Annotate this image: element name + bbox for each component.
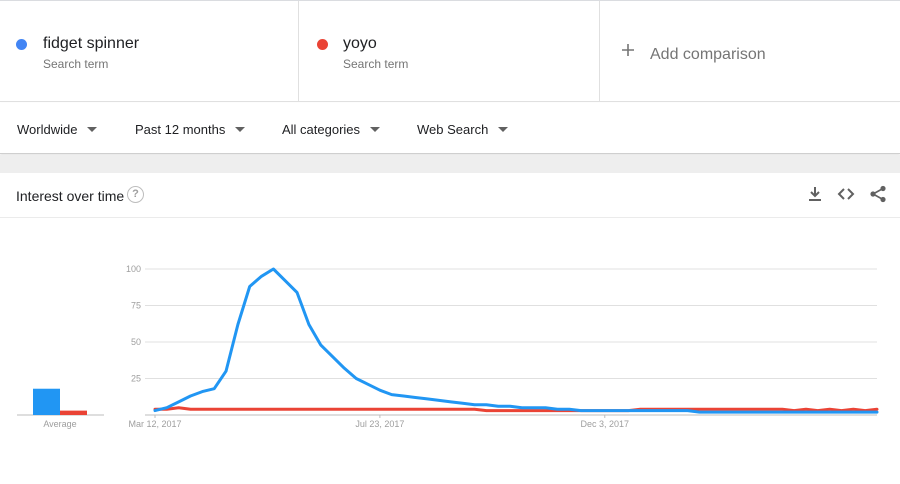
term-card-yoyo[interactable]: yoyo Search term: [299, 1, 600, 101]
term-subtitle: Search term: [343, 57, 409, 71]
term-card-fidget-spinner[interactable]: fidget spinner Search term: [0, 1, 299, 101]
add-comparison-label: Add comparison: [650, 46, 766, 63]
share-icon[interactable]: [869, 185, 887, 203]
average-bar-yoyo: [60, 410, 87, 415]
category-label: All categories: [282, 122, 361, 137]
interest-over-time-header: Interest over time ?: [0, 173, 900, 218]
series-color-dot: [317, 39, 328, 50]
help-circle-icon[interactable]: ?: [127, 186, 144, 203]
average-label: Average: [43, 419, 76, 429]
plus-icon: [622, 44, 634, 56]
time-range-dropdown[interactable]: Past 12 months: [135, 122, 246, 137]
time-range-label: Past 12 months: [135, 122, 226, 137]
region-dropdown[interactable]: Worldwide: [17, 122, 98, 137]
term-name[interactable]: fidget spinner: [43, 35, 140, 52]
term-name[interactable]: yoyo: [343, 35, 377, 52]
chevron-down-icon: [235, 127, 246, 132]
region-label: Worldwide: [17, 122, 78, 137]
chevron-down-icon: [87, 127, 98, 132]
chevron-down-icon: [498, 127, 509, 132]
embed-code-icon[interactable]: [837, 185, 855, 203]
download-icon[interactable]: [806, 185, 824, 203]
search-property-label: Web Search: [417, 122, 489, 137]
y-tick-label: 75: [131, 301, 141, 311]
chevron-down-icon: [370, 127, 381, 132]
x-tick-label: Jul 23, 2017: [355, 419, 404, 429]
add-comparison-button[interactable]: Add comparison: [600, 1, 900, 101]
x-tick-label: Dec 3, 2017: [580, 419, 629, 429]
y-tick-label: 25: [131, 374, 141, 384]
interest-over-time-chart: 100 75 50 25 Mar 12, 2017 Jul 23, 2017 Dec 3, …: [17, 264, 879, 429]
section-divider: [0, 155, 900, 173]
term-subtitle: Search term: [43, 57, 109, 71]
category-dropdown[interactable]: All categories: [282, 122, 381, 137]
y-tick-label: 50: [131, 337, 141, 347]
series-color-dot: [16, 39, 27, 50]
search-property-dropdown[interactable]: Web Search: [417, 122, 509, 137]
y-tick-label: 100: [126, 264, 141, 274]
average-bar-fidget-spinner: [33, 388, 60, 415]
x-tick-label: Mar 12, 2017: [128, 419, 181, 429]
card-title: Interest over time: [16, 188, 125, 204]
series-line-fidget-spinner: [153, 267, 879, 414]
series-line-yoyo: [153, 406, 879, 413]
search-terms-row: fidget spinner Search term yoyo Search t…: [0, 0, 900, 102]
filter-bar: Worldwide Past 12 months All categories …: [0, 103, 900, 154]
